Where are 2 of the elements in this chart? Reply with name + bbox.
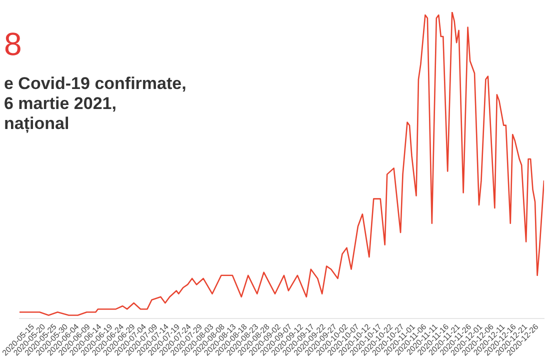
text: e Covid-19 confirmate, 6 martie 2021, național	[4, 74, 186, 134]
chart-title: 8	[4, 26, 22, 62]
